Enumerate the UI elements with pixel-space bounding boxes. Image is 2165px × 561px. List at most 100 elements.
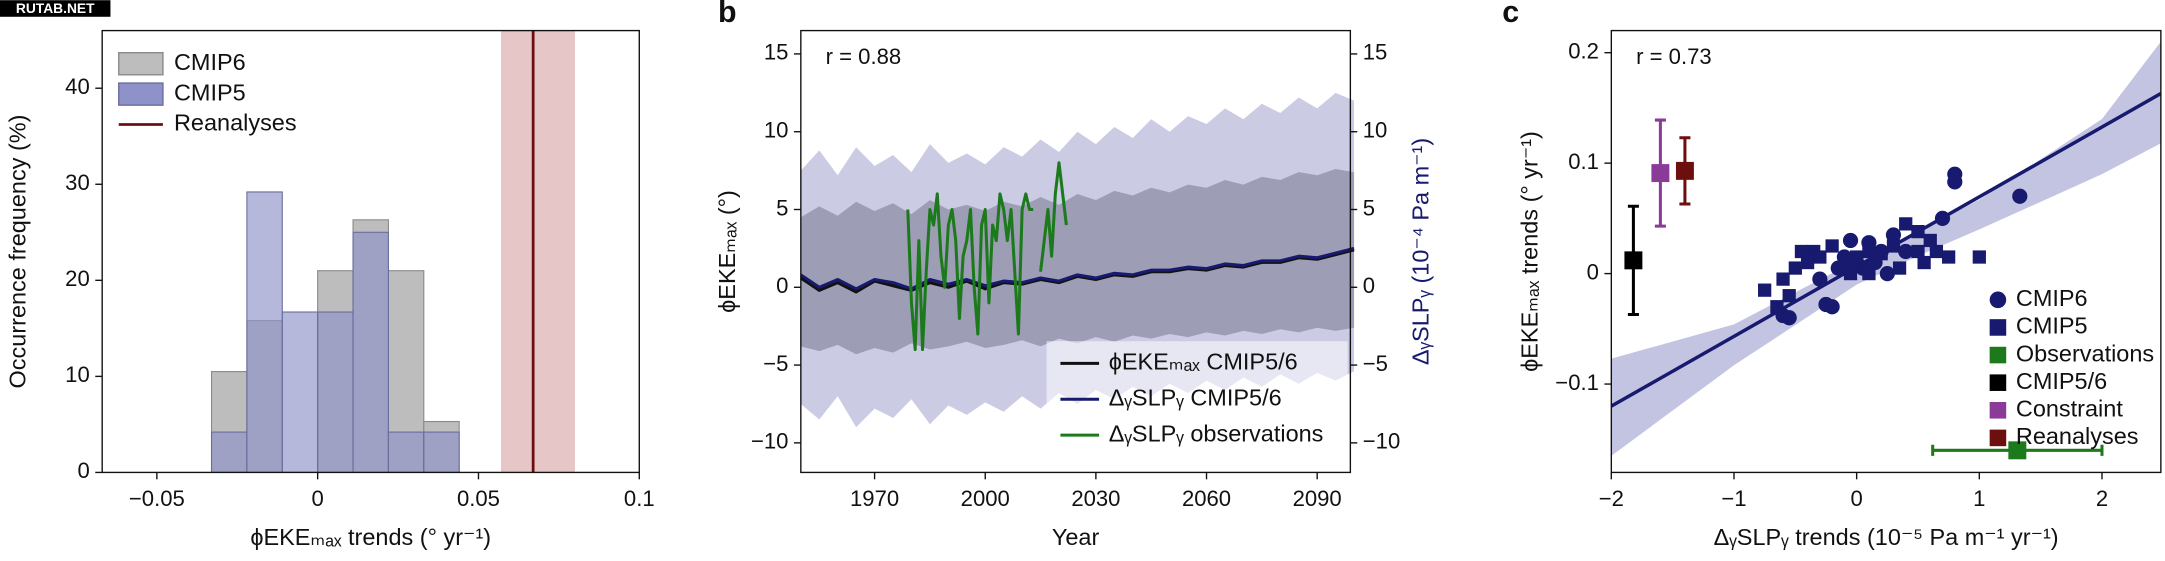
y2-tick-label: 5 [1363, 195, 1375, 220]
legend-label: ΔᵧSLPᵧ CMIP5/6 [1109, 384, 1282, 410]
point [1675, 161, 1694, 180]
y-tick-label: −10 [751, 429, 788, 454]
point [1898, 243, 1914, 260]
histogram-bar [423, 431, 460, 473]
point [1923, 233, 1937, 248]
point [1911, 244, 1925, 259]
y-axis-label: ϕEKEₘₐₓ trends (° yr⁻¹) [1516, 131, 1542, 372]
legend-swatch [118, 82, 164, 106]
point [1929, 244, 1944, 259]
y-tick-label: −0.1 [1555, 370, 1599, 395]
point [1758, 283, 1772, 297]
x-tick-label: 1970 [850, 486, 899, 511]
x-tick-label: 0 [1851, 486, 1863, 511]
y-tick-label: 0 [1587, 259, 1599, 284]
x-tick-label: 0 [312, 486, 324, 511]
point [1862, 266, 1876, 281]
point [2008, 441, 2027, 460]
series-line [906, 161, 1068, 352]
histogram-bar [352, 231, 389, 473]
x-tick-label: 0.1 [624, 486, 655, 511]
point [1947, 174, 1963, 190]
point [1892, 261, 1907, 275]
legend-label: Constraint [2016, 395, 2123, 421]
point [1782, 289, 1796, 303]
watermark-box [0, 0, 111, 17]
legend-swatch [1989, 429, 2007, 447]
x-tick-label: −1 [1721, 486, 1746, 511]
y2-tick-label: −5 [1363, 351, 1388, 376]
point [1794, 244, 1809, 259]
y2-tick-label: 0 [1363, 273, 1375, 298]
x-tick-label: 1 [1973, 486, 1985, 511]
histogram-bar [387, 431, 425, 473]
plot-frame [101, 29, 640, 474]
annotation: r = 0.88 [826, 44, 901, 69]
reference-band [500, 30, 575, 473]
point [1874, 247, 1888, 261]
legend-swatch [1989, 402, 2007, 419]
histogram-bar [281, 311, 319, 473]
legend-swatch [118, 51, 164, 76]
legend-label: Reanalyses [174, 110, 297, 136]
point [1886, 239, 1901, 253]
y-tick-label: 0 [77, 458, 89, 483]
point [1788, 261, 1802, 275]
y-tick-label: 10 [764, 118, 789, 143]
point [1651, 164, 1670, 183]
histogram-bar [246, 191, 283, 473]
x-tick-label: 2090 [1293, 486, 1342, 511]
x-axis-label: ϕEKEₘₐₓ trends (° yr⁻¹) [250, 524, 491, 550]
point [1862, 244, 1876, 259]
panel-letter: b [718, 0, 737, 29]
y-tick-label: 20 [65, 266, 90, 291]
x-axis-label: Year [1052, 524, 1100, 550]
y-tick-label: 0 [776, 273, 788, 298]
legend-swatch [1989, 291, 2007, 309]
x-tick-label: 2030 [1071, 486, 1120, 511]
watermark: RUTAB.NET [16, 1, 95, 16]
x-tick-label: 2000 [961, 486, 1010, 511]
point [1942, 250, 1956, 264]
legend-label: CMIP5 [174, 79, 246, 105]
legend-swatch [1989, 319, 2007, 336]
legend-label: ϕEKEₘₐₓ CMIP5/6 [1109, 349, 1298, 375]
histogram-bar [210, 431, 248, 473]
point [1843, 266, 1858, 281]
x-axis-label: ΔᵧSLPᵧ trends (10⁻⁵ Pa m⁻¹ yr⁻¹) [1714, 524, 2059, 550]
point [1917, 255, 1931, 270]
x-tick-label: 0.05 [457, 486, 500, 511]
y-axis-label: Occurrence frequency (%) [5, 115, 31, 389]
point [1899, 217, 1913, 231]
point [1818, 296, 1834, 313]
y-tick-label: −5 [763, 351, 788, 376]
y2-axis-label: ΔᵧSLPᵧ (10⁻⁴ Pa m⁻¹) [1407, 138, 1433, 365]
point [1770, 300, 1784, 314]
legend-swatch [1989, 374, 2007, 391]
point [1813, 250, 1827, 264]
point [1972, 250, 1986, 264]
y2-tick-label: 10 [1363, 118, 1388, 143]
point [1911, 224, 1925, 239]
point [1879, 266, 1895, 282]
point [1842, 232, 1859, 249]
y-tick-label: 0.1 [1568, 149, 1599, 174]
point [1836, 249, 1852, 265]
legend-label: CMIP5 [2016, 313, 2088, 339]
legend-label: ΔᵧSLPᵧ observations [1109, 420, 1324, 446]
point [1934, 210, 1951, 226]
point [1776, 272, 1790, 286]
y-tick-label: 10 [65, 362, 90, 387]
y-tick-label: 5 [776, 195, 788, 220]
y2-tick-label: 15 [1363, 40, 1388, 65]
histogram-bar [317, 311, 354, 473]
series-line [799, 246, 1355, 291]
point [2012, 188, 2028, 204]
legend-label: CMIP6 [2016, 285, 2088, 311]
point [1624, 251, 1643, 270]
x-tick-label: −2 [1599, 486, 1624, 511]
y-axis-label: ϕEKEₘₐₓ (°) [714, 190, 740, 313]
point [1800, 255, 1815, 270]
